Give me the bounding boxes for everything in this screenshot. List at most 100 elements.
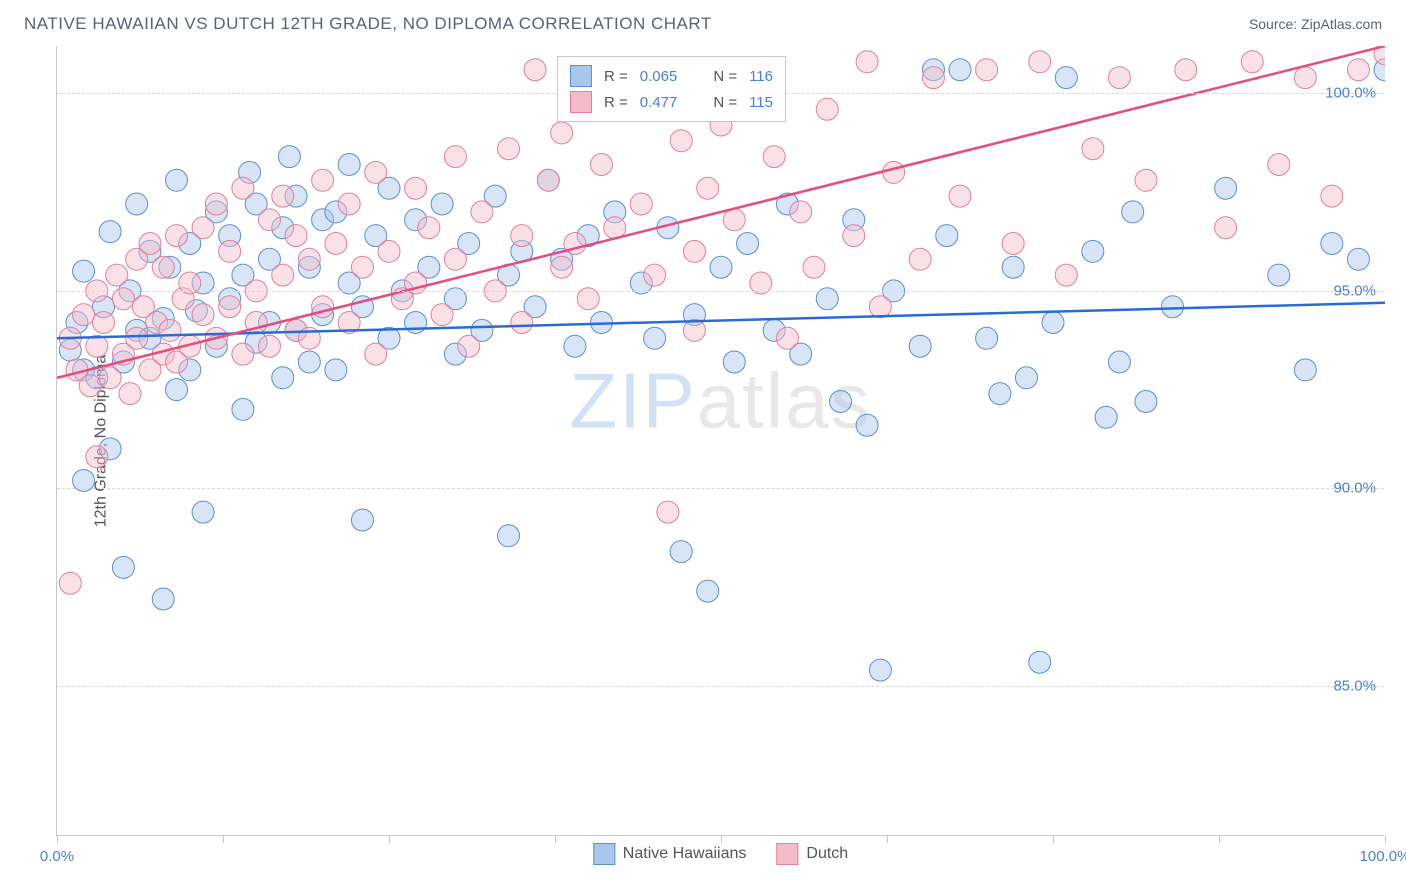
legend-n-value: 116 — [749, 68, 773, 85]
data-point — [551, 256, 573, 278]
data-point — [723, 209, 745, 231]
data-point — [909, 335, 931, 357]
data-point — [285, 225, 307, 247]
data-point — [1135, 169, 1157, 191]
data-point — [1268, 154, 1290, 176]
data-point — [405, 312, 427, 334]
data-point — [418, 217, 440, 239]
data-point — [73, 260, 95, 282]
data-point — [511, 312, 533, 334]
data-point — [126, 193, 148, 215]
legend-item: Native Hawaiians — [593, 843, 747, 865]
legend-swatch — [570, 91, 592, 113]
data-point — [790, 201, 812, 223]
x-tick — [223, 835, 224, 843]
correlation-legend: R = 0.065N = 116 R = 0.477 N = 115 — [557, 56, 786, 122]
data-point — [909, 248, 931, 270]
data-point — [630, 193, 652, 215]
y-tick-label: 90.0% — [1333, 480, 1376, 497]
legend-n-label: N = — [713, 68, 737, 85]
data-point — [1241, 51, 1263, 73]
legend-stat-row: R = 0.065N = 116 — [570, 63, 773, 89]
legend-n-value: 115 — [749, 94, 773, 111]
x-tick — [389, 835, 390, 843]
data-point — [1347, 59, 1369, 81]
y-tick-label: 100.0% — [1325, 85, 1376, 102]
data-point — [1321, 185, 1343, 207]
x-tick — [57, 835, 58, 843]
legend-r-value: 0.477 — [640, 94, 678, 111]
data-point — [537, 169, 559, 191]
data-point — [1215, 177, 1237, 199]
x-tick-label: 0.0% — [40, 848, 74, 865]
data-point — [152, 256, 174, 278]
data-point — [524, 59, 546, 81]
data-point — [936, 225, 958, 247]
data-point — [511, 225, 533, 247]
data-point — [166, 169, 188, 191]
data-point — [458, 335, 480, 357]
data-point — [258, 209, 280, 231]
y-tick-label: 85.0% — [1333, 677, 1376, 694]
data-point — [869, 659, 891, 681]
grid-line — [57, 686, 1384, 687]
series-legend: Native Hawaiians Dutch — [593, 843, 848, 865]
data-point — [272, 367, 294, 389]
data-point — [298, 248, 320, 270]
data-point — [869, 296, 891, 318]
data-point — [232, 177, 254, 199]
data-point — [159, 319, 181, 341]
data-point — [551, 122, 573, 144]
data-point — [843, 225, 865, 247]
legend-label: Native Hawaiians — [623, 845, 747, 863]
data-point — [697, 580, 719, 602]
grid-line — [57, 291, 1384, 292]
data-point — [1055, 67, 1077, 89]
y-tick-label: 95.0% — [1333, 282, 1376, 299]
data-point — [737, 233, 759, 255]
data-point — [59, 572, 81, 594]
x-tick-label: 100.0% — [1360, 848, 1406, 865]
data-point — [365, 343, 387, 365]
data-point — [1095, 406, 1117, 428]
data-point — [976, 59, 998, 81]
data-point — [205, 193, 227, 215]
x-tick — [1385, 835, 1386, 843]
data-point — [92, 312, 114, 334]
data-point — [670, 541, 692, 563]
data-point — [1002, 256, 1024, 278]
x-tick — [555, 835, 556, 843]
legend-swatch — [593, 843, 615, 865]
data-point — [378, 240, 400, 262]
x-tick — [1219, 835, 1220, 843]
data-point — [1215, 217, 1237, 239]
data-point — [816, 98, 838, 120]
data-point — [949, 59, 971, 81]
data-point — [232, 398, 254, 420]
data-point — [73, 304, 95, 326]
data-point — [1002, 233, 1024, 255]
legend-swatch — [776, 843, 798, 865]
data-point — [670, 130, 692, 152]
data-point — [1135, 391, 1157, 413]
data-point — [166, 379, 188, 401]
data-point — [166, 225, 188, 247]
data-point — [763, 146, 785, 168]
data-point — [803, 256, 825, 278]
x-tick — [887, 835, 888, 843]
data-point — [683, 240, 705, 262]
data-point — [776, 327, 798, 349]
data-point — [564, 335, 586, 357]
data-point — [351, 509, 373, 531]
data-point — [590, 154, 612, 176]
data-point — [1347, 248, 1369, 270]
data-point — [471, 201, 493, 223]
data-point — [883, 161, 905, 183]
data-point — [99, 221, 121, 243]
data-point — [1015, 367, 1037, 389]
data-point — [338, 154, 360, 176]
data-point — [644, 327, 666, 349]
legend-item: Dutch — [776, 843, 848, 865]
data-point — [1108, 351, 1130, 373]
legend-r-label: R = — [604, 94, 628, 111]
